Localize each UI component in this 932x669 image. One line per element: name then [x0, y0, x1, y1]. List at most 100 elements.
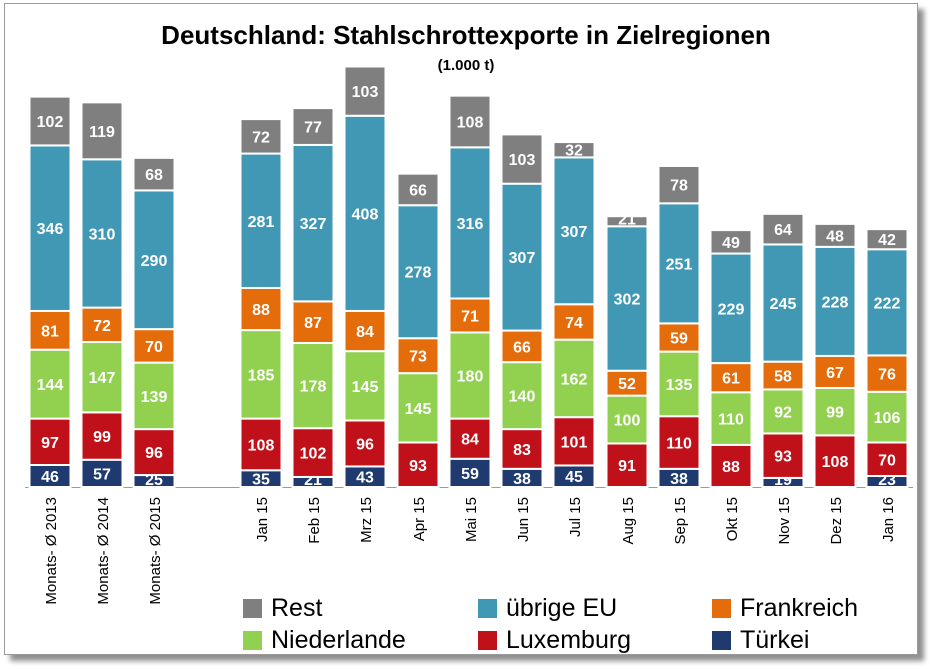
- data-label: 70: [878, 452, 896, 469]
- data-label: 88: [722, 459, 740, 476]
- legend-swatch: [243, 631, 262, 650]
- data-label: 108: [248, 437, 275, 454]
- bar-segment-frankreich: [239, 286, 283, 332]
- x-tick-label: Aug 15: [620, 497, 637, 545]
- data-label: 346: [37, 221, 64, 238]
- data-label: 307: [509, 250, 536, 267]
- data-label: 72: [93, 318, 111, 335]
- data-label: 316: [457, 216, 484, 233]
- bar-segment-niederlande: [132, 361, 176, 431]
- x-tick-label: Nov 15: [776, 497, 793, 545]
- data-label: 71: [461, 308, 479, 325]
- data-label: 66: [513, 339, 531, 356]
- bar-segment-übrige-eu: [500, 182, 544, 332]
- data-label: 180: [457, 369, 484, 386]
- data-label: 67: [826, 365, 844, 382]
- bar-segment-rest: [552, 141, 596, 159]
- bar-segment-frankreich: [657, 322, 701, 353]
- bar-segment-übrige-eu: [291, 143, 335, 303]
- data-label: 101: [561, 434, 588, 451]
- legend-item: Frankreich: [712, 594, 858, 623]
- data-label: 310: [89, 226, 116, 243]
- legend-item: Niederlande: [243, 626, 406, 655]
- legend-label: Niederlande: [271, 626, 406, 654]
- x-tick-label: Jul 15: [567, 497, 584, 537]
- data-label: 103: [352, 84, 379, 101]
- bar-segment-frankreich: [448, 297, 492, 334]
- data-label: 281: [248, 214, 275, 231]
- bar-segment-rest: [80, 101, 124, 161]
- bar-segment-luxemburg: [80, 411, 124, 461]
- data-label: 84: [356, 324, 374, 341]
- bar-segment-übrige-eu: [28, 144, 72, 312]
- bar-segment-frankreich: [291, 300, 335, 345]
- x-tick-label: Okt 15: [724, 497, 741, 541]
- bar-segment-niederlande: [552, 338, 596, 419]
- data-label: 52: [618, 376, 636, 393]
- data-label: 119: [89, 124, 115, 141]
- x-tick-label: Monats- Ø 2013: [43, 497, 60, 605]
- bar-segment-frankreich: [761, 360, 805, 391]
- data-label: 97: [41, 435, 59, 452]
- bar-segment-niederlande: [500, 361, 544, 431]
- data-label: 139: [141, 389, 168, 406]
- bar-segment-rest: [291, 107, 335, 146]
- data-label: 59: [461, 466, 479, 483]
- bar-segment-rest: [132, 156, 176, 192]
- bar-segment-übrige-eu: [552, 156, 596, 306]
- x-tick-label: Monats- Ø 2015: [147, 497, 164, 605]
- data-label: 70: [145, 339, 163, 356]
- data-label: 25: [145, 472, 163, 489]
- x-tick-label: Jun 15: [515, 497, 532, 542]
- data-label: 59: [670, 331, 688, 348]
- legend-label: Luxemburg: [506, 626, 632, 654]
- bar-segment-niederlande: [605, 394, 649, 445]
- bar-segment-türkei: [80, 458, 124, 489]
- bar-segment-rest: [239, 118, 283, 155]
- data-label: 77: [304, 120, 322, 137]
- data-label: 102: [300, 446, 327, 463]
- bar-segment-übrige-eu: [865, 248, 909, 357]
- bar-segment-übrige-eu: [343, 114, 387, 312]
- data-label: 73: [409, 349, 427, 366]
- data-label: 185: [248, 367, 275, 384]
- legend-swatch: [712, 599, 731, 618]
- data-label: 49: [722, 235, 740, 252]
- data-label: 43: [356, 470, 374, 487]
- data-label: 96: [356, 436, 374, 453]
- x-tick-label: Dez 15: [828, 497, 845, 545]
- data-label: 145: [352, 379, 379, 396]
- bar-segment-luxemburg: [448, 417, 492, 460]
- legend-swatch: [243, 599, 262, 618]
- data-label: 110: [718, 412, 744, 429]
- data-label: 81: [41, 323, 59, 340]
- data-label: 103: [509, 152, 536, 169]
- bar-segment-niederlande: [80, 341, 124, 414]
- data-label: 93: [409, 458, 427, 475]
- bar-segment-rest: [605, 215, 649, 228]
- legend-label: übrige EU: [506, 594, 618, 622]
- data-label: 96: [145, 445, 163, 462]
- bar-segment-luxemburg: [239, 417, 283, 472]
- data-label: 61: [722, 371, 740, 388]
- bar-segment-frankreich: [132, 328, 176, 364]
- bar-segment-übrige-eu: [396, 204, 440, 340]
- data-label: 144: [37, 377, 64, 394]
- data-label: 84: [461, 432, 479, 449]
- bar-segment-frankreich: [865, 354, 909, 393]
- legend-label: Rest: [271, 594, 323, 622]
- bar-segment-niederlande: [865, 390, 909, 444]
- chart-title: Deutschland: Stahlschrottexporte in Ziel…: [161, 20, 771, 50]
- bar-segment-niederlande: [813, 386, 857, 437]
- data-label: 102: [37, 114, 64, 131]
- data-label: 91: [618, 458, 636, 475]
- bar-segment-niederlande: [343, 350, 387, 422]
- bar-segment-luxemburg: [132, 428, 176, 477]
- x-tick-label: Mai 15: [463, 497, 480, 542]
- data-label: 78: [670, 178, 688, 195]
- data-label: 99: [93, 429, 111, 446]
- data-label: 278: [405, 265, 432, 282]
- bar-segment-übrige-eu: [80, 158, 124, 309]
- bar-segment-luxemburg: [396, 441, 440, 488]
- data-label: 162: [561, 371, 588, 388]
